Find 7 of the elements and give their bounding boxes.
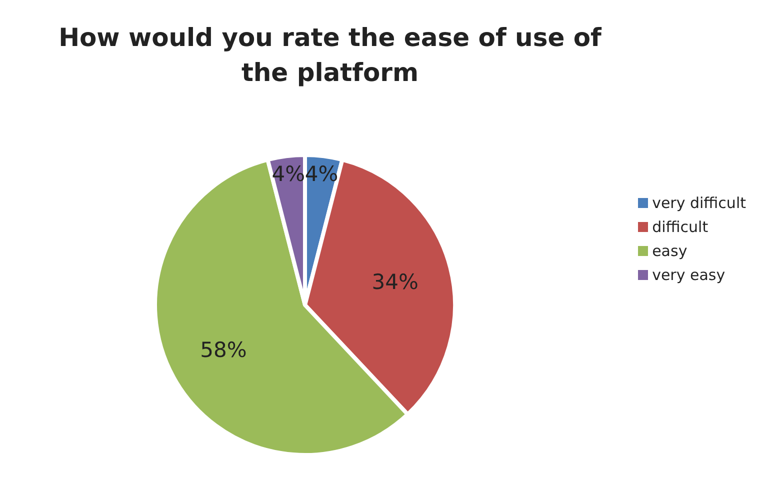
legend-label: very easy [652, 266, 726, 284]
data-label: 34% [372, 270, 418, 294]
legend-label: easy [652, 242, 688, 260]
data-label: 58% [200, 338, 247, 362]
legend-label: very difficult [652, 194, 746, 212]
chart-title: How would you rate the ease of use of the platform [58, 22, 603, 89]
legend-label: difficult [652, 218, 708, 236]
